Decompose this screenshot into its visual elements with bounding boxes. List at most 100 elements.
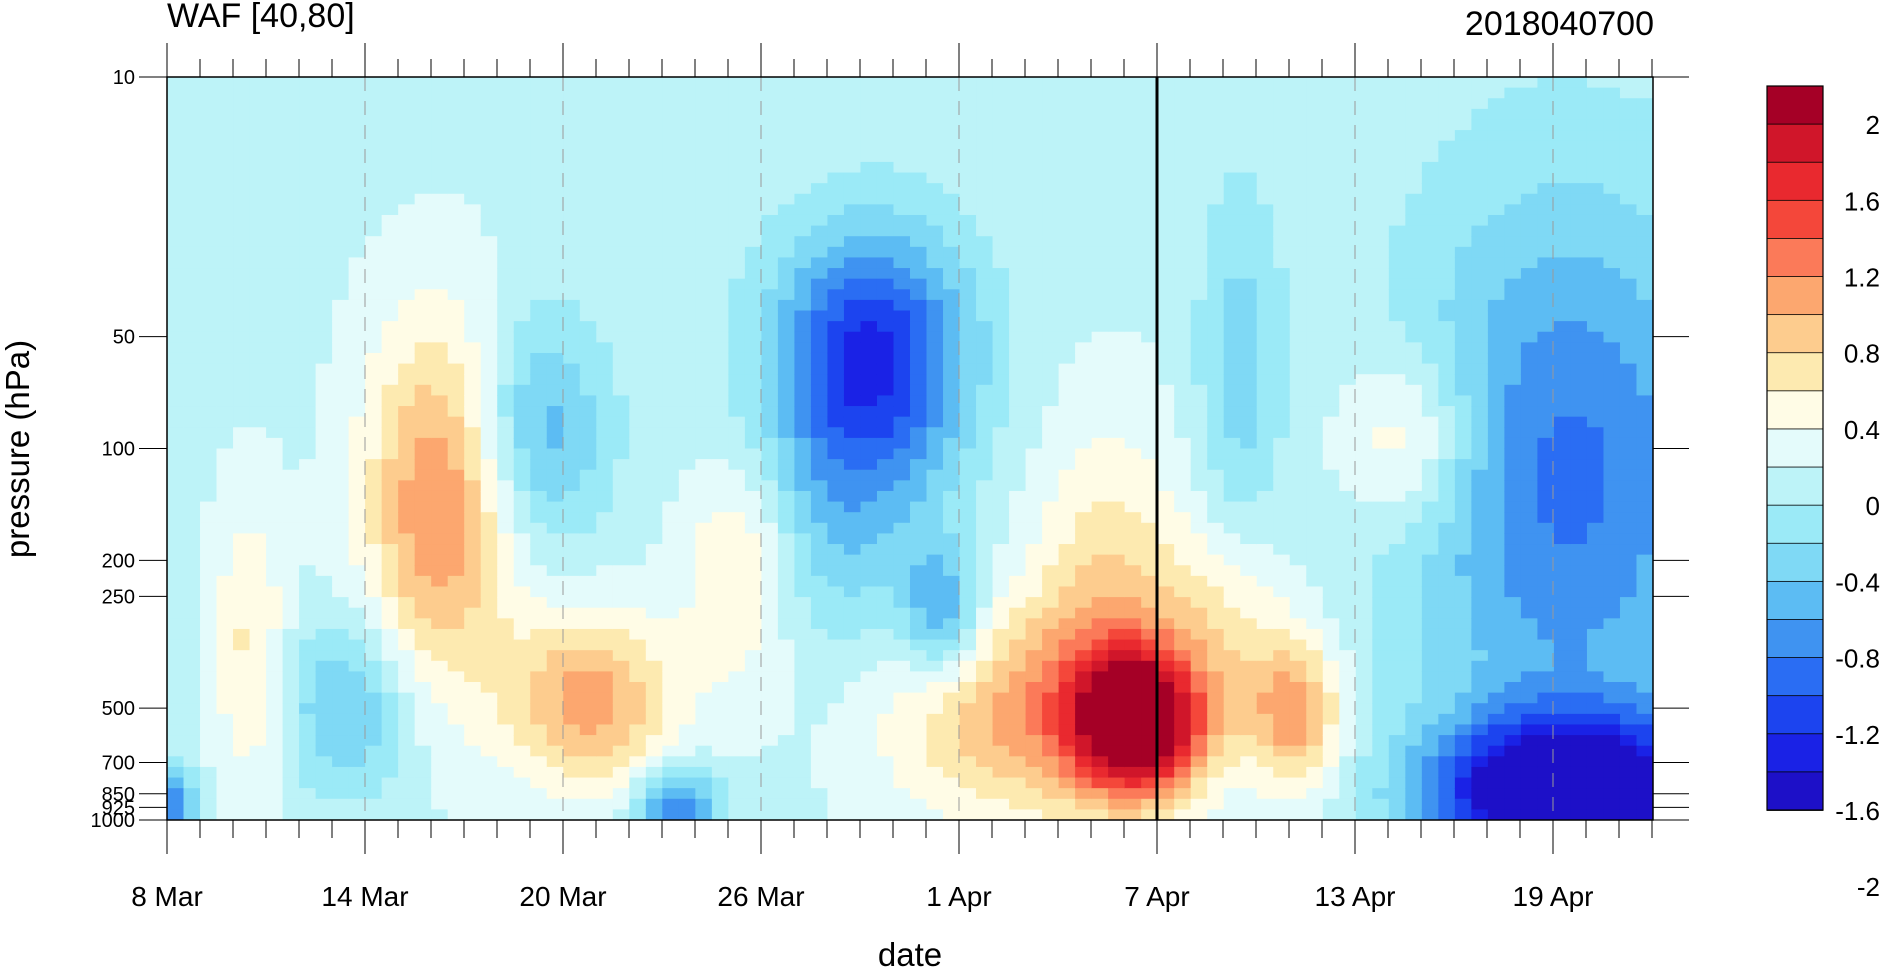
contour-cell bbox=[1058, 352, 1076, 365]
contour-cell bbox=[1157, 352, 1175, 365]
contour-cell bbox=[497, 544, 515, 556]
contour-cell bbox=[1306, 108, 1324, 121]
contour-cell bbox=[777, 374, 796, 386]
contour-cell bbox=[893, 352, 911, 365]
contour-cell bbox=[447, 140, 465, 152]
contour-cell bbox=[1157, 204, 1175, 216]
contour-cell bbox=[332, 459, 350, 471]
contour-cell bbox=[431, 257, 449, 269]
contour-cell bbox=[893, 236, 911, 248]
contour-cell bbox=[1289, 384, 1307, 397]
contour-cell bbox=[810, 77, 829, 89]
contour-cell bbox=[596, 660, 614, 672]
contour-cell bbox=[1108, 618, 1126, 630]
contour-cell bbox=[645, 597, 663, 609]
contour-cell bbox=[480, 575, 498, 588]
contour-cell bbox=[843, 798, 862, 810]
contour-cell bbox=[282, 299, 300, 312]
contour-cell bbox=[1174, 172, 1192, 184]
contour-cell bbox=[266, 618, 284, 630]
contour-cell bbox=[332, 108, 350, 121]
contour-cell bbox=[794, 703, 812, 715]
contour-cell bbox=[431, 331, 449, 343]
contour-cell bbox=[1141, 512, 1159, 524]
contour-cell bbox=[1240, 416, 1258, 428]
contour-cell bbox=[1091, 246, 1109, 259]
contour-cell bbox=[447, 490, 465, 503]
contour-cell bbox=[794, 416, 812, 428]
contour-cell bbox=[926, 809, 944, 820]
contour-cell bbox=[200, 236, 218, 248]
contour-cell bbox=[480, 533, 498, 545]
contour-cell bbox=[530, 151, 548, 163]
contour-cell bbox=[827, 512, 845, 524]
contour-cell bbox=[381, 437, 399, 450]
contour-cell bbox=[1157, 246, 1175, 259]
contour-cell bbox=[282, 469, 300, 481]
contour-cell bbox=[1141, 236, 1159, 248]
contour-cell bbox=[1141, 618, 1159, 630]
contour-cell bbox=[546, 108, 564, 121]
contour-cell bbox=[678, 151, 696, 163]
contour-cell bbox=[711, 416, 729, 428]
contour-cell bbox=[513, 161, 531, 174]
contour-cell bbox=[596, 321, 614, 333]
contour-cell bbox=[777, 406, 796, 418]
contour-cell bbox=[464, 682, 482, 694]
contour-cell bbox=[596, 342, 614, 354]
contour-cell bbox=[860, 607, 878, 619]
contour-cell bbox=[183, 172, 201, 184]
contour-cell bbox=[943, 618, 961, 630]
contour-cell bbox=[777, 278, 796, 290]
contour-cell bbox=[678, 703, 696, 715]
contour-cell bbox=[1042, 809, 1060, 820]
contour-cell bbox=[1075, 225, 1093, 237]
contour-cell bbox=[530, 682, 548, 694]
contour-cell bbox=[266, 522, 284, 535]
contour-cell bbox=[1025, 278, 1043, 290]
contour-cell bbox=[1306, 660, 1324, 672]
contour-cell bbox=[233, 703, 251, 715]
contour-cell bbox=[579, 788, 597, 800]
contour-cell bbox=[777, 639, 796, 651]
contour-cell bbox=[1322, 87, 1340, 99]
contour-cell bbox=[629, 650, 647, 662]
contour-cell bbox=[398, 777, 416, 789]
contour-cell bbox=[678, 809, 696, 820]
contour-cell bbox=[1025, 597, 1043, 609]
contour-cell bbox=[992, 628, 1010, 641]
contour-cell bbox=[662, 204, 680, 216]
contour-cell bbox=[563, 692, 581, 704]
contour-cell bbox=[612, 395, 630, 407]
contour-cell bbox=[200, 108, 218, 121]
contour-cell bbox=[1124, 766, 1142, 779]
contour-cell bbox=[744, 469, 762, 481]
contour-cell bbox=[1207, 374, 1225, 386]
contour-cell bbox=[711, 299, 729, 312]
contour-cell bbox=[1124, 257, 1142, 269]
contour-cell bbox=[1306, 671, 1324, 683]
contour-cell bbox=[398, 533, 416, 545]
contour-cell bbox=[794, 204, 812, 216]
contour-cell bbox=[662, 352, 680, 365]
contour-cell bbox=[579, 204, 597, 216]
contour-cell bbox=[1174, 809, 1192, 820]
contour-cell bbox=[1009, 87, 1027, 99]
contour-cell bbox=[447, 427, 465, 439]
contour-cell bbox=[1273, 565, 1291, 577]
contour-cell bbox=[992, 777, 1010, 789]
contour-cell bbox=[893, 183, 911, 195]
contour-cell bbox=[414, 321, 432, 333]
contour-cell bbox=[348, 172, 366, 184]
contour-cell bbox=[728, 713, 746, 726]
contour-cell bbox=[1042, 692, 1060, 704]
contour-cell bbox=[1339, 246, 1357, 259]
contour-cell bbox=[513, 565, 531, 577]
contour-cell bbox=[1256, 745, 1274, 757]
contour-cell bbox=[332, 437, 350, 450]
contour-cell bbox=[678, 225, 696, 237]
contour-cell bbox=[893, 713, 911, 726]
contour-cell bbox=[183, 98, 201, 110]
contour-cell bbox=[1157, 310, 1175, 322]
contour-cell bbox=[1256, 214, 1274, 227]
